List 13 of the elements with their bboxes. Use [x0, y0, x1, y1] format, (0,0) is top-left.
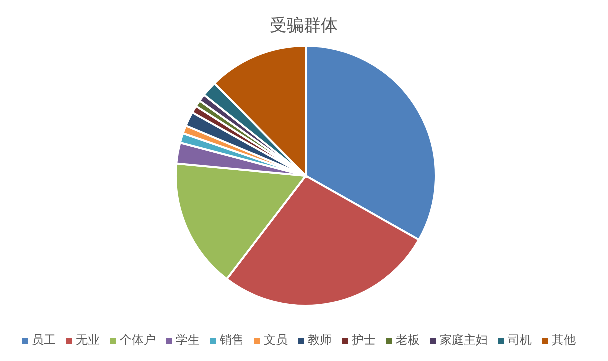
legend-label: 文员 [264, 333, 288, 347]
chart-title: 受骗群体 [269, 15, 339, 37]
legend-label: 司机 [508, 333, 532, 347]
legend-label: 员工 [32, 333, 56, 347]
legend-label: 学生 [176, 333, 200, 347]
legend-label: 个体户 [120, 333, 156, 347]
legend-label: 销售 [220, 333, 244, 347]
legend-label: 教师 [308, 333, 332, 347]
legend-label: 家庭主妇 [440, 333, 488, 347]
legend-label: 老板 [396, 333, 420, 347]
legend-label: 无业 [76, 333, 100, 347]
legend-label: 其他 [552, 333, 576, 347]
legend-label: 护士 [352, 333, 376, 347]
